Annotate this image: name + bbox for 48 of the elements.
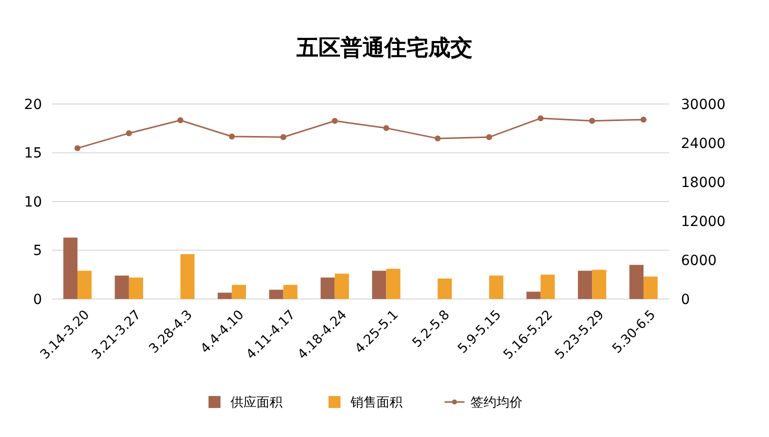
point	[228, 134, 235, 140]
legend-label: 签约均价	[470, 396, 522, 411]
bar	[526, 292, 541, 299]
bar	[386, 268, 400, 299]
bar	[644, 276, 658, 299]
bar	[372, 270, 386, 299]
point	[640, 116, 647, 123]
bar	[232, 284, 246, 299]
point	[589, 118, 596, 124]
bar	[180, 254, 195, 299]
y-tick-label: 5	[33, 243, 42, 260]
y2-tick-label: 0	[681, 292, 690, 308]
point	[434, 135, 441, 142]
legend-label: 销售面积	[350, 396, 402, 411]
point	[332, 118, 338, 124]
point	[126, 130, 132, 136]
bar	[540, 274, 555, 299]
bar	[334, 274, 349, 299]
bar	[77, 270, 92, 299]
point	[74, 145, 80, 152]
y2-tick-label: 18000	[681, 174, 726, 191]
bar	[63, 238, 78, 299]
bar	[489, 276, 504, 299]
bar	[629, 264, 644, 299]
y-tick-label: 20	[24, 96, 42, 113]
point	[538, 115, 544, 122]
y-tick-label: 0	[33, 292, 42, 308]
bar	[320, 278, 335, 299]
point	[486, 134, 492, 140]
y2-tick-label: 24000	[681, 136, 726, 152]
y2-tick-label: 30000	[681, 96, 726, 113]
y-tick-label: 10	[24, 194, 42, 210]
y-tick-label: 15	[24, 146, 42, 162]
bar	[438, 278, 452, 299]
point	[280, 134, 286, 140]
bar	[592, 270, 606, 299]
bar	[128, 278, 144, 299]
legend-label: 供应面积	[230, 394, 282, 411]
bar	[114, 276, 129, 299]
point	[177, 117, 184, 124]
bar	[269, 290, 284, 299]
chart-title: 五区普通住宅成交	[296, 35, 472, 61]
point	[383, 125, 390, 132]
bar	[218, 292, 232, 299]
bar	[578, 270, 592, 299]
y2-tick-label: 6000	[681, 252, 717, 269]
y2-tick-label: 12000	[681, 214, 726, 230]
bar	[283, 284, 298, 299]
